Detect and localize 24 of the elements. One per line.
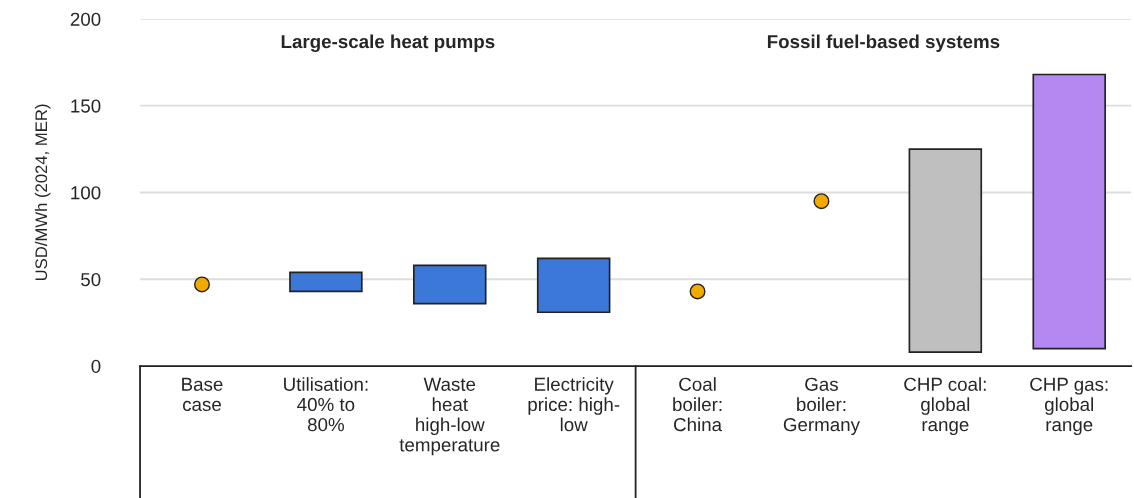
annotation: Large-scale heat pumps — [281, 34, 495, 52]
point — [194, 276, 210, 293]
y-tick-label: 0 — [91, 359, 101, 374]
x-tick-label: CHP coal: global range — [904, 377, 986, 436]
annotation: Fossil fuel-based systems — [767, 34, 1000, 52]
point — [813, 193, 830, 210]
bar — [536, 257, 611, 314]
bar — [1032, 73, 1106, 350]
bar — [908, 148, 983, 353]
y-tick-label: 50 — [81, 272, 101, 287]
y-axis-title: USD/MWh (2024, MER) — [34, 104, 51, 281]
point — [689, 283, 706, 300]
y-tick-label: 100 — [71, 186, 101, 200]
x-tick-label: Base case — [182, 377, 223, 412]
x-tick-label: Utilisation: 40% to 80% — [284, 377, 368, 432]
x-tick-label: Waste heat high-low temperature — [399, 377, 500, 456]
x-tick-label: CHP gas: global range — [1030, 377, 1108, 436]
y-tick-label: 200 — [70, 12, 101, 26]
bar — [289, 271, 363, 293]
x-tick-label: Coal boiler: China — [673, 377, 723, 432]
x-tick-label: Electricity price: high- low — [528, 377, 620, 432]
y-tick-label: 150 — [71, 99, 101, 113]
bar — [413, 264, 487, 305]
x-tick-label: Gas boiler: Germany — [783, 377, 860, 436]
